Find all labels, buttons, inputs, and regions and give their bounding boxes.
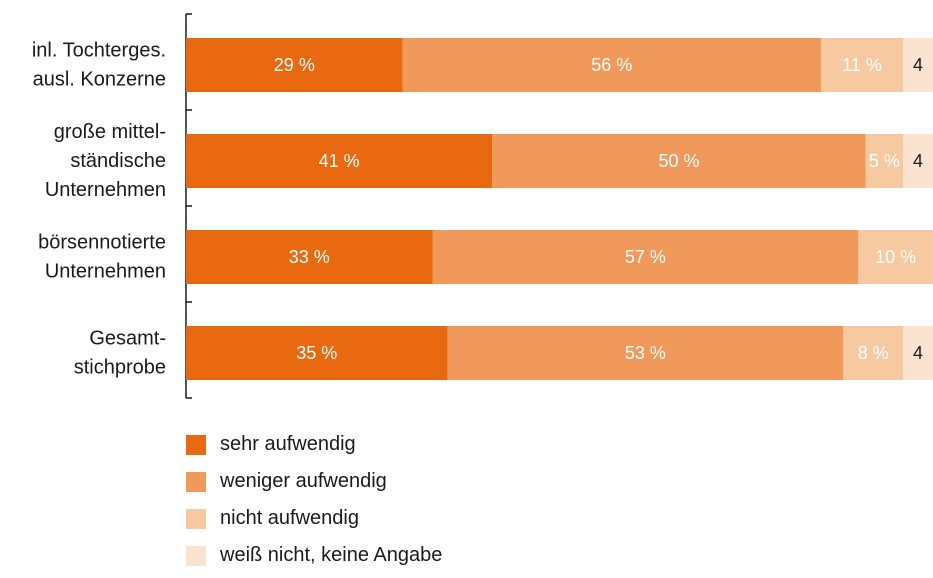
- bar-segment: [432, 230, 859, 284]
- data-label: 35 %: [296, 343, 337, 363]
- legend: sehr aufwendig weniger aufwendig nicht auf…: [186, 430, 442, 578]
- data-label: 53 %: [625, 343, 666, 363]
- data-label: 41 %: [319, 151, 360, 171]
- data-label: 5 %: [869, 151, 900, 171]
- data-label: 29 %: [274, 55, 315, 75]
- data-label: 50 %: [659, 151, 700, 171]
- bar-segment: [865, 134, 904, 188]
- bar-segment: [402, 38, 821, 92]
- data-label: 8 %: [858, 343, 889, 363]
- category-label: Gesamt-: [89, 328, 166, 350]
- legend-label: nicht aufwendig: [220, 507, 359, 529]
- data-label: 33 %: [289, 247, 330, 267]
- bar-segment: [186, 38, 403, 92]
- bar-segment: [903, 38, 933, 92]
- data-label: 56 %: [591, 55, 632, 75]
- legend-label: weiß nicht, keine Angabe: [220, 544, 443, 566]
- legend-swatch: [186, 434, 206, 455]
- data-label: 11 %: [842, 55, 882, 75]
- data-label: 4: [913, 151, 923, 171]
- bar-segment: [858, 230, 933, 284]
- category-label: börsennotierte: [38, 232, 166, 254]
- legend-item: nicht aufwendig: [186, 504, 442, 533]
- legend-item: sehr aufwendig: [186, 430, 442, 459]
- category-label: Unternehmen: [45, 261, 166, 283]
- data-label: 4: [913, 343, 923, 363]
- bar-segment: [447, 326, 844, 380]
- bar-segment: [820, 38, 904, 92]
- bar-segment: [186, 134, 493, 188]
- category-label: inl. Tochterges.: [32, 40, 166, 62]
- data-label: 4: [913, 55, 923, 75]
- bar-segment: [903, 326, 933, 380]
- bar-segment: [903, 134, 933, 188]
- bar-segment: [186, 326, 448, 380]
- legend-swatch: [186, 545, 206, 566]
- bar-segment: [492, 134, 866, 188]
- legend-item: weiß nicht, keine Angabe: [186, 541, 442, 570]
- category-label: ständische: [70, 150, 166, 172]
- legend-item: weniger aufwendig: [186, 467, 442, 496]
- data-label: 10 %: [875, 247, 916, 267]
- legend-label: sehr aufwendig: [220, 433, 356, 455]
- legend-swatch: [186, 508, 206, 529]
- category-label: Unternehmen: [45, 179, 166, 201]
- legend-label: weniger aufwendig: [220, 470, 387, 492]
- data-label: 57 %: [625, 247, 666, 267]
- category-label: stichprobe: [74, 357, 166, 379]
- bar-segment: [186, 230, 433, 284]
- category-label: große mittel-: [54, 121, 166, 143]
- bar-segment: [843, 326, 904, 380]
- legend-swatch: [186, 471, 206, 492]
- category-label: ausl. Konzerne: [33, 69, 166, 91]
- stacked-bar-chart: inl. Tochterges. ausl. Konzerne 29 % 56 % 11…: [32, 13, 933, 399]
